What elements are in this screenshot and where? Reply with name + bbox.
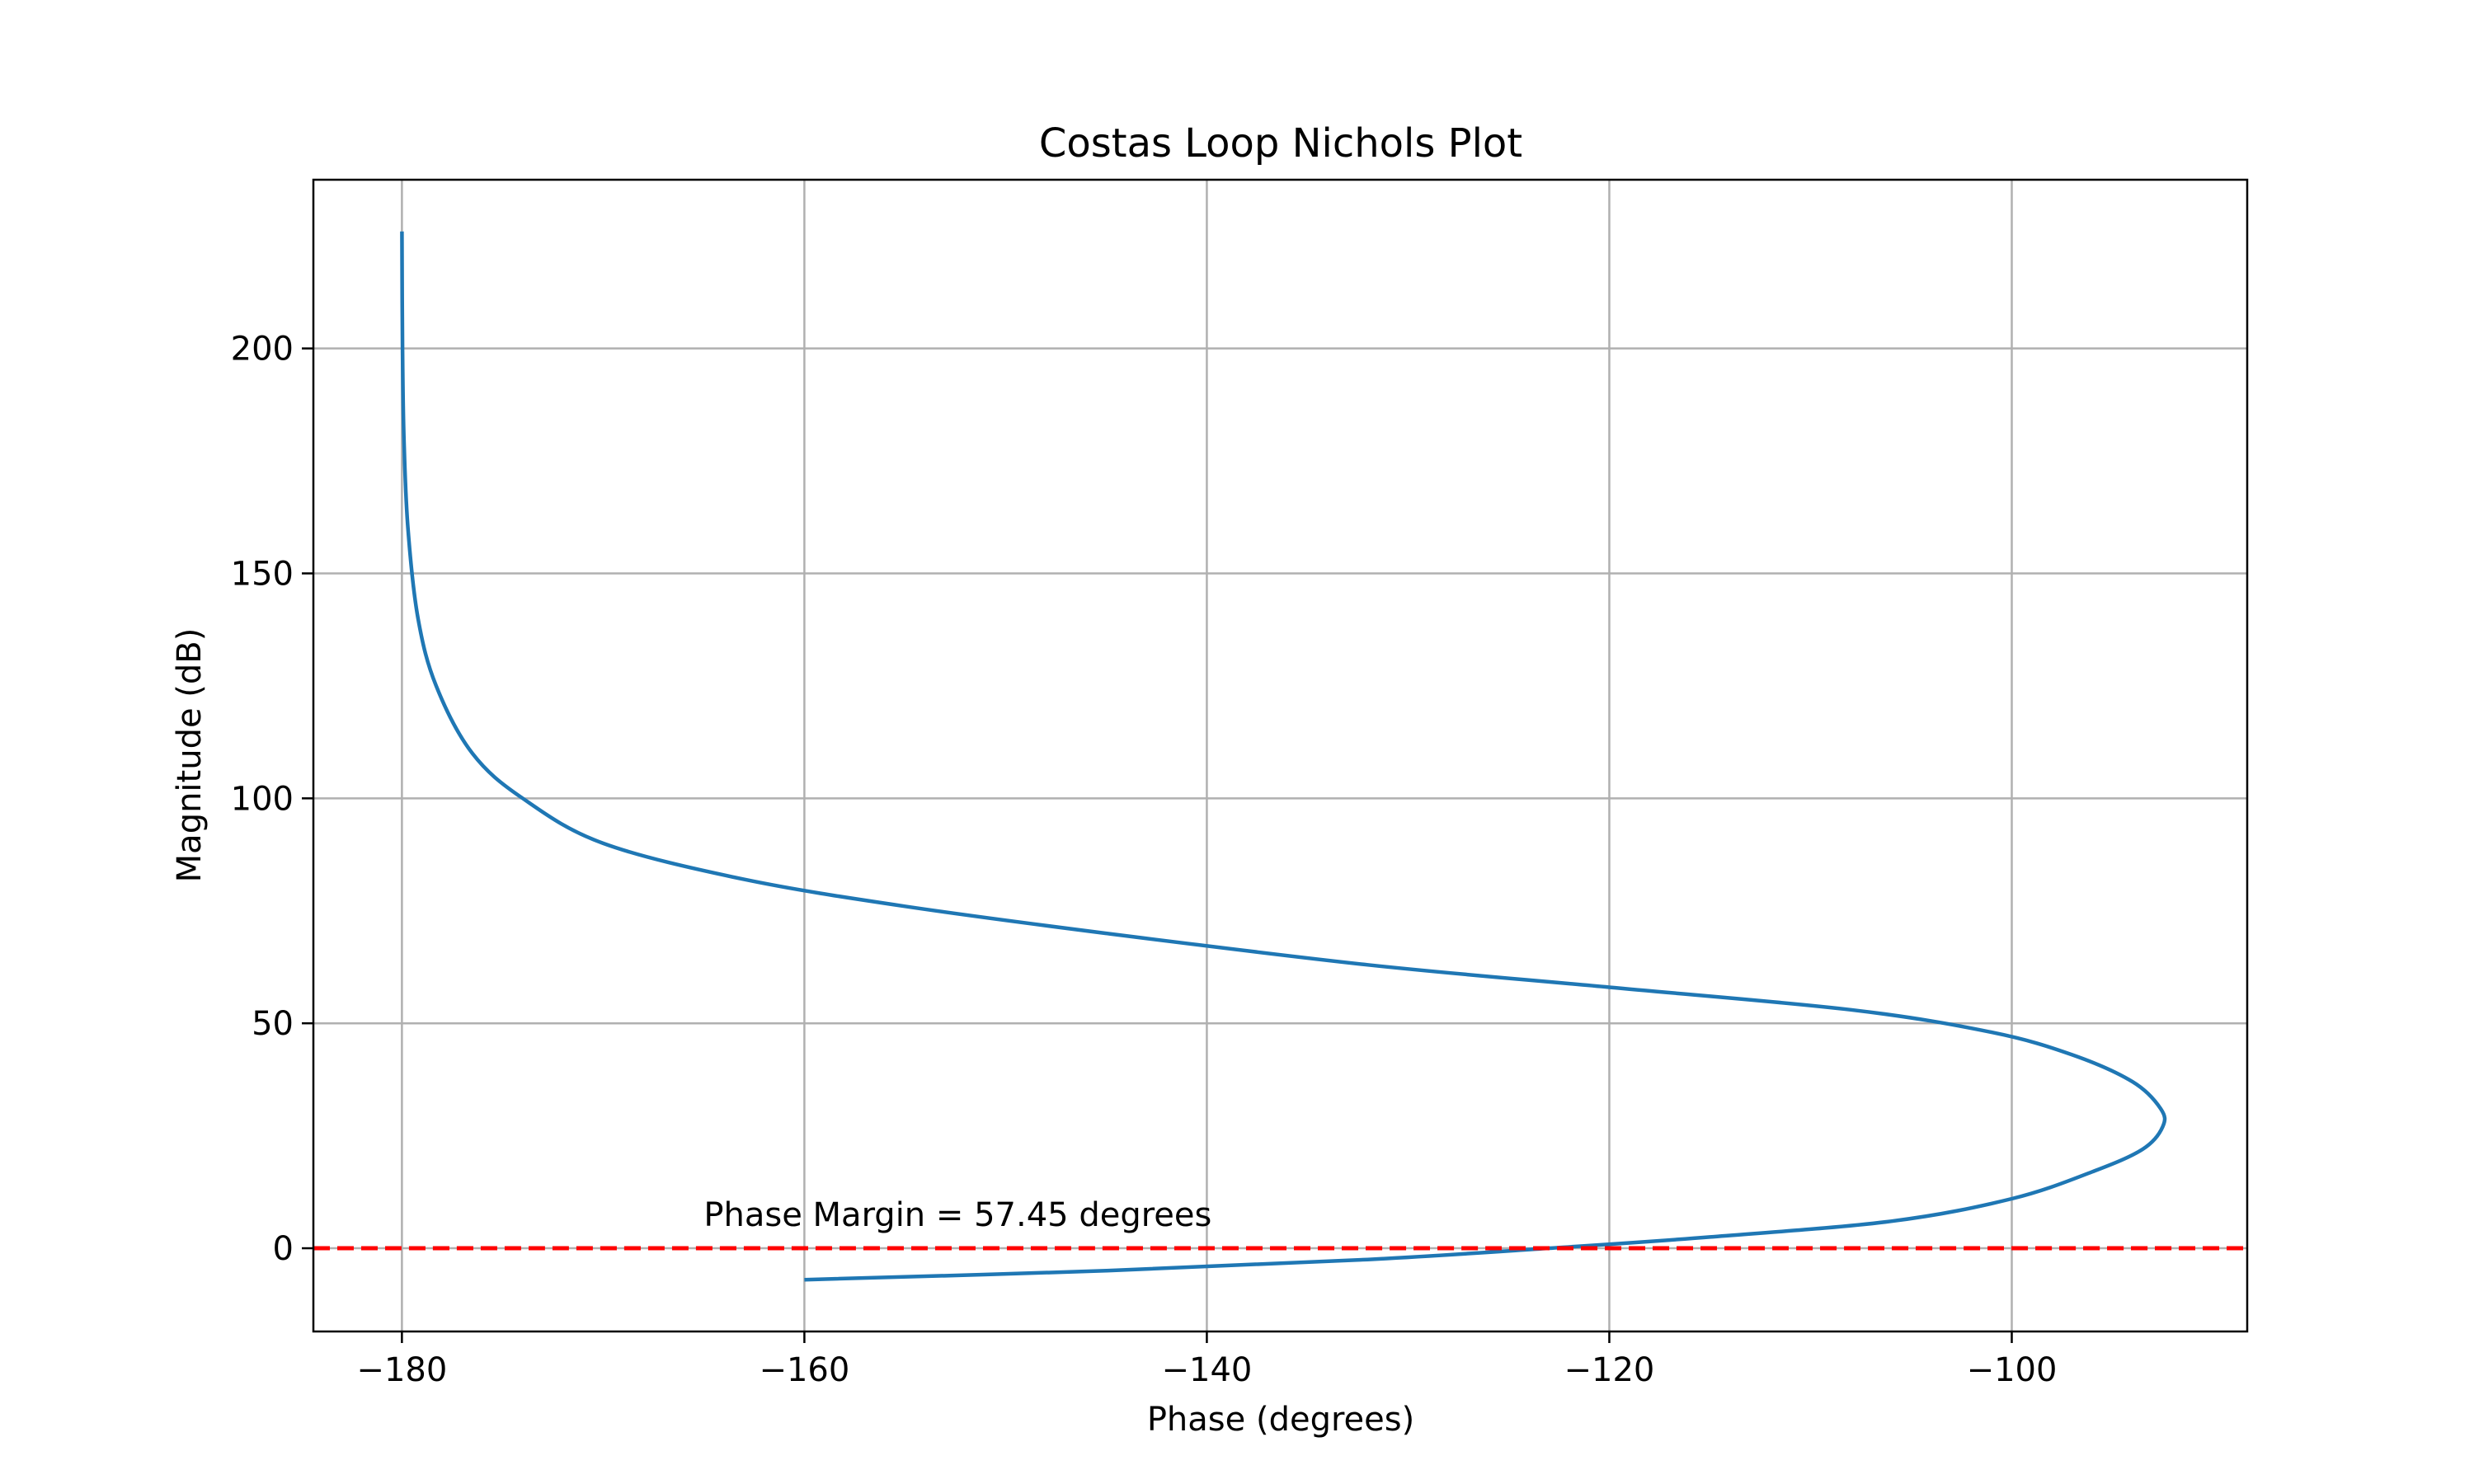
x-tick-label: −160 [759,1351,849,1389]
annotations: Phase Margin = 57.45 degrees [703,1196,1211,1234]
y-axis-label: Magnitude (dB) [171,628,209,883]
y-tick-label: 150 [231,555,294,593]
y-tick-label: 0 [273,1230,294,1268]
x-tick-label: −140 [1161,1351,1252,1389]
x-tick-label: −180 [356,1351,447,1389]
ticks: −180 −160 −140 −120 −100 0 50 100 150 200 [231,331,2058,1389]
chart-title: Costas Loop Nichols Plot [1039,120,1522,167]
nichols-curve [400,231,2167,1282]
x-tick-label: −120 [1564,1351,1655,1389]
x-tick-label: −100 [1967,1351,2058,1389]
plot-frame [312,178,2249,1333]
phase-margin-annotation: Phase Margin = 57.45 degrees [703,1196,1211,1234]
grid [313,180,2247,1331]
series-layer [313,231,2247,1282]
y-tick-label: 100 [231,780,294,818]
y-tick-label: 50 [252,1005,294,1043]
x-axis-label: Phase (degrees) [1147,1401,1414,1439]
y-tick-label: 200 [231,331,294,369]
